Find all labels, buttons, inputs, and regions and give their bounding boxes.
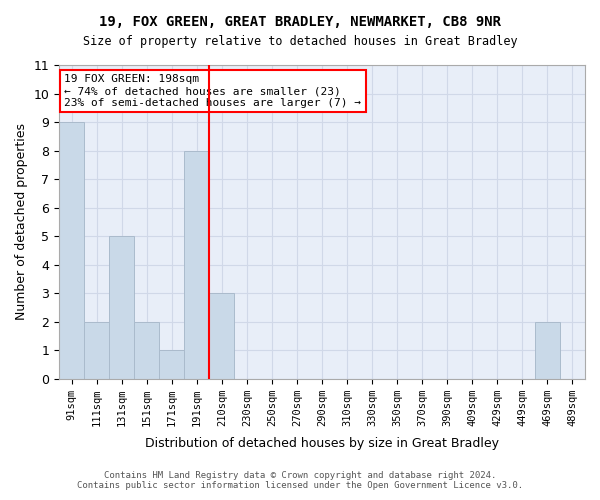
Bar — [535, 322, 560, 378]
Bar — [59, 122, 84, 378]
Bar — [84, 322, 109, 378]
Text: 19 FOX GREEN: 198sqm
← 74% of detached houses are smaller (23)
23% of semi-detac: 19 FOX GREEN: 198sqm ← 74% of detached h… — [64, 74, 361, 108]
Bar — [209, 293, 235, 378]
Text: 19, FOX GREEN, GREAT BRADLEY, NEWMARKET, CB8 9NR: 19, FOX GREEN, GREAT BRADLEY, NEWMARKET,… — [99, 15, 501, 29]
Y-axis label: Number of detached properties: Number of detached properties — [15, 124, 28, 320]
X-axis label: Distribution of detached houses by size in Great Bradley: Distribution of detached houses by size … — [145, 437, 499, 450]
Bar — [184, 150, 209, 378]
Text: Contains HM Land Registry data © Crown copyright and database right 2024.
Contai: Contains HM Land Registry data © Crown c… — [77, 470, 523, 490]
Text: Size of property relative to detached houses in Great Bradley: Size of property relative to detached ho… — [83, 35, 517, 48]
Bar — [160, 350, 184, 378]
Bar — [134, 322, 160, 378]
Bar — [109, 236, 134, 378]
